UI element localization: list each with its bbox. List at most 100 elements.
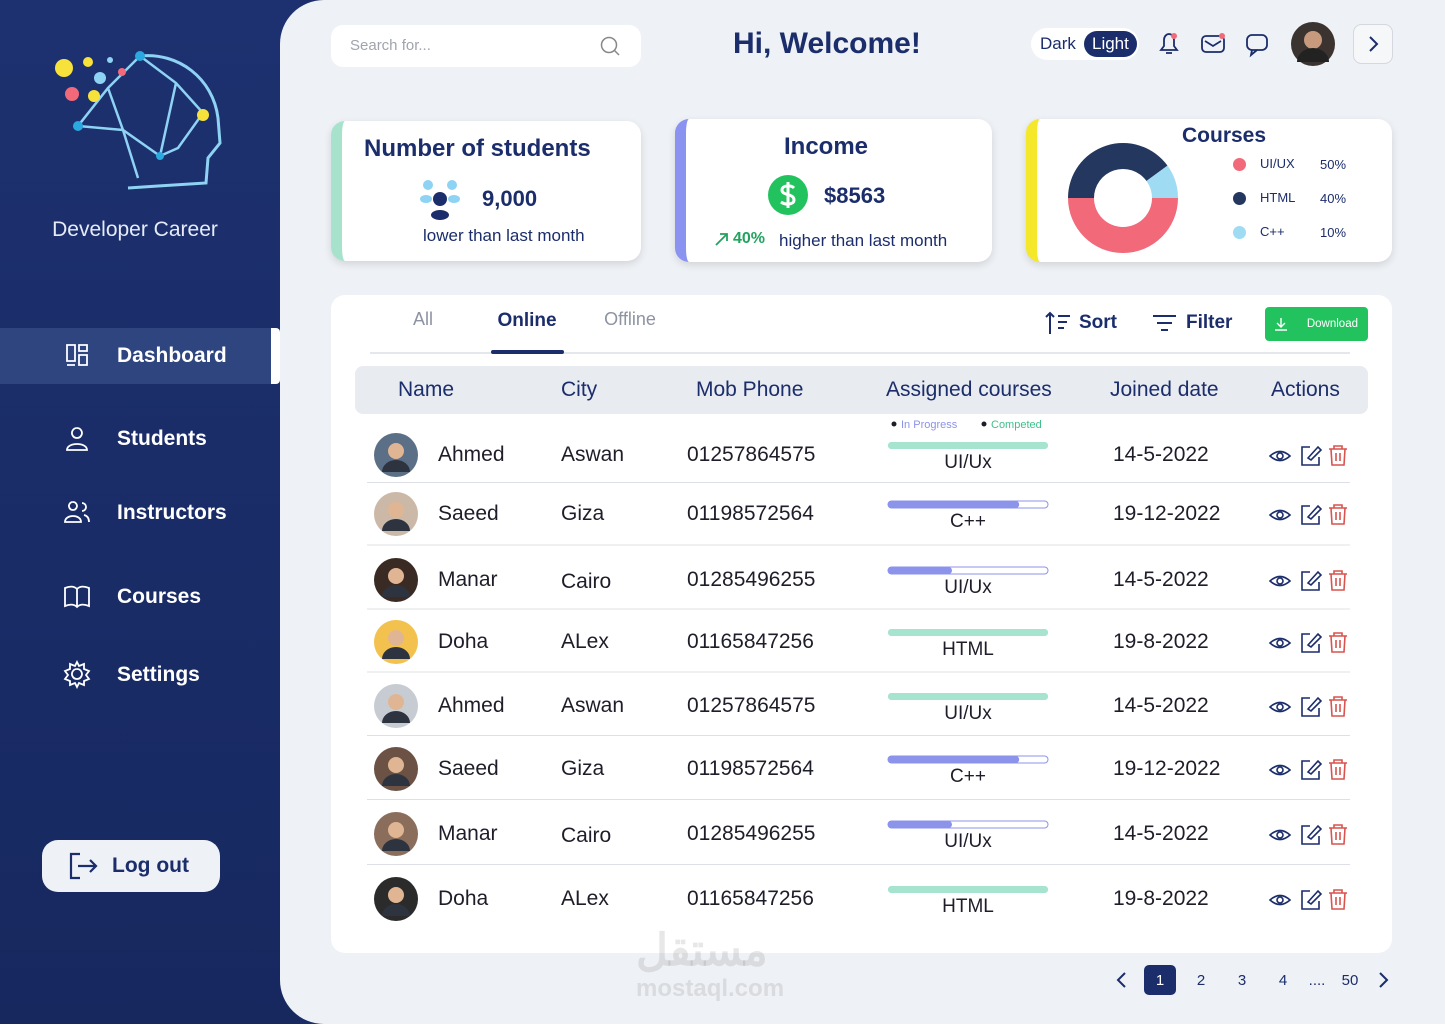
logo-head (127, 54, 222, 190)
student-phone: 01257864575 (687, 694, 816, 717)
search-icon-handle (613, 49, 620, 56)
logo-dot (135, 51, 145, 61)
expand-box (1353, 24, 1393, 64)
student-name: Ahmed (438, 443, 505, 466)
tab[interactable]: Online (497, 310, 557, 331)
sort-button[interactable]: Sort (1079, 312, 1117, 333)
assigned-course: HTML (942, 896, 994, 917)
student-phone: 01285496255 (687, 568, 816, 591)
logout-button[interactable]: Log out (42, 840, 220, 892)
search-box[interactable]: Search for... (331, 25, 641, 67)
page-button[interactable]: 4 (1278, 971, 1288, 989)
assigned-course: C++ (950, 511, 986, 532)
legend-value: 50% (1320, 157, 1347, 172)
filter-button[interactable]: Filter (1186, 312, 1233, 333)
student-name: Doha (438, 887, 489, 910)
logo-dot (55, 59, 73, 77)
joined-date: 19-12-2022 (1113, 502, 1221, 525)
greeting: Hi, Welcome! (733, 27, 921, 60)
student-city: ALex (561, 630, 609, 653)
legend-name: UI/UX (1260, 156, 1295, 171)
assigned-course: C++ (950, 766, 986, 787)
dollar-icon (768, 175, 808, 215)
nav-item[interactable]: Settings (0, 647, 272, 703)
page-button[interactable]: 2 (1196, 971, 1206, 989)
students-value: 9,000 (482, 186, 538, 211)
legend-name: C++ (1260, 224, 1285, 239)
download-button[interactable]: Download (1265, 307, 1368, 341)
search-icon-circle (600, 36, 618, 54)
donut-segment (1068, 198, 1178, 253)
logo-dot (107, 57, 113, 63)
mail-icon[interactable] (1201, 35, 1225, 53)
bell-icon[interactable] (1159, 33, 1179, 54)
column-header: Actions (1271, 378, 1340, 401)
student-name: Manar (438, 568, 498, 591)
nav-item[interactable]: Instructors (0, 485, 272, 541)
page-button[interactable]: 50 (1341, 971, 1359, 989)
theme-option[interactable]: Dark (1040, 34, 1076, 53)
tab-underline (491, 350, 564, 354)
logout-icon (69, 852, 98, 880)
theme-option[interactable]: Light (1084, 31, 1137, 57)
legend-value: 10% (1320, 225, 1347, 240)
nav-icon-path (64, 585, 90, 609)
logout-label: Log out (112, 854, 189, 877)
page-button[interactable]: .... (1308, 971, 1326, 989)
student-name: Manar (438, 822, 498, 845)
nav-icon (66, 427, 88, 451)
page-button[interactable]: 3 (1237, 971, 1247, 989)
student-city: Giza (561, 757, 605, 780)
courses-card: Courses UI/UX 50% HTML 40% C++ 10% (1026, 119, 1392, 262)
logout-icon-path (69, 852, 98, 880)
sort-icon[interactable] (1044, 310, 1074, 336)
icon-part (780, 182, 796, 208)
student-city: ALex (561, 887, 609, 910)
assigned-course: UI/Ux (944, 577, 992, 598)
assigned-course: HTML (942, 639, 994, 660)
filter-icon[interactable] (1152, 313, 1178, 333)
watermark: mostaql.com (636, 975, 785, 1002)
courses-donut (1068, 143, 1178, 253)
nav-icon-path (66, 427, 88, 451)
assigned-course: UI/Ux (944, 703, 992, 724)
student-name: Ahmed (438, 694, 505, 717)
icon-part (423, 180, 433, 190)
student-phone: 01285496255 (687, 822, 816, 845)
tab[interactable]: Offline (604, 309, 656, 329)
expand-arrow (1369, 36, 1379, 52)
student-phone: 01165847256 (687, 630, 814, 653)
student-name: Doha (438, 630, 489, 653)
column-header: Joined date (1110, 378, 1219, 401)
students-note: lower than last month (423, 226, 585, 245)
nav-item[interactable]: Students (0, 411, 272, 467)
student-city: Cairo (561, 824, 612, 847)
avatar-body (1297, 48, 1329, 62)
icon-part (431, 210, 449, 220)
card-title: Number of students (364, 135, 591, 162)
expand-button[interactable] (1353, 24, 1393, 64)
nav-icon (63, 660, 91, 690)
mail-flap (1204, 40, 1222, 48)
page-button[interactable]: 1 (1144, 965, 1176, 995)
tab[interactable]: All (412, 309, 434, 329)
nav-active-bar (271, 328, 280, 384)
logo-dot (65, 87, 79, 101)
nav-icon-path (63, 660, 91, 690)
legend-swatch (1233, 158, 1246, 171)
logo-dot (156, 152, 164, 160)
download-label: Download (1306, 318, 1358, 330)
theme-toggle[interactable]: Dark Light (1031, 28, 1139, 60)
chat-icon[interactable] (1246, 34, 1268, 51)
profile-avatar[interactable] (1291, 22, 1335, 66)
donut-segment (1068, 143, 1168, 198)
icon-part (1045, 311, 1070, 334)
nav-item[interactable]: Dashboard (0, 328, 272, 384)
student-phone: 01257864575 (687, 443, 816, 466)
card-title: Courses (1182, 124, 1267, 147)
legend-value: 40% (1320, 191, 1347, 206)
joined-date: 14-5-2022 (1113, 568, 1209, 591)
nav-item[interactable]: Courses (0, 569, 272, 625)
